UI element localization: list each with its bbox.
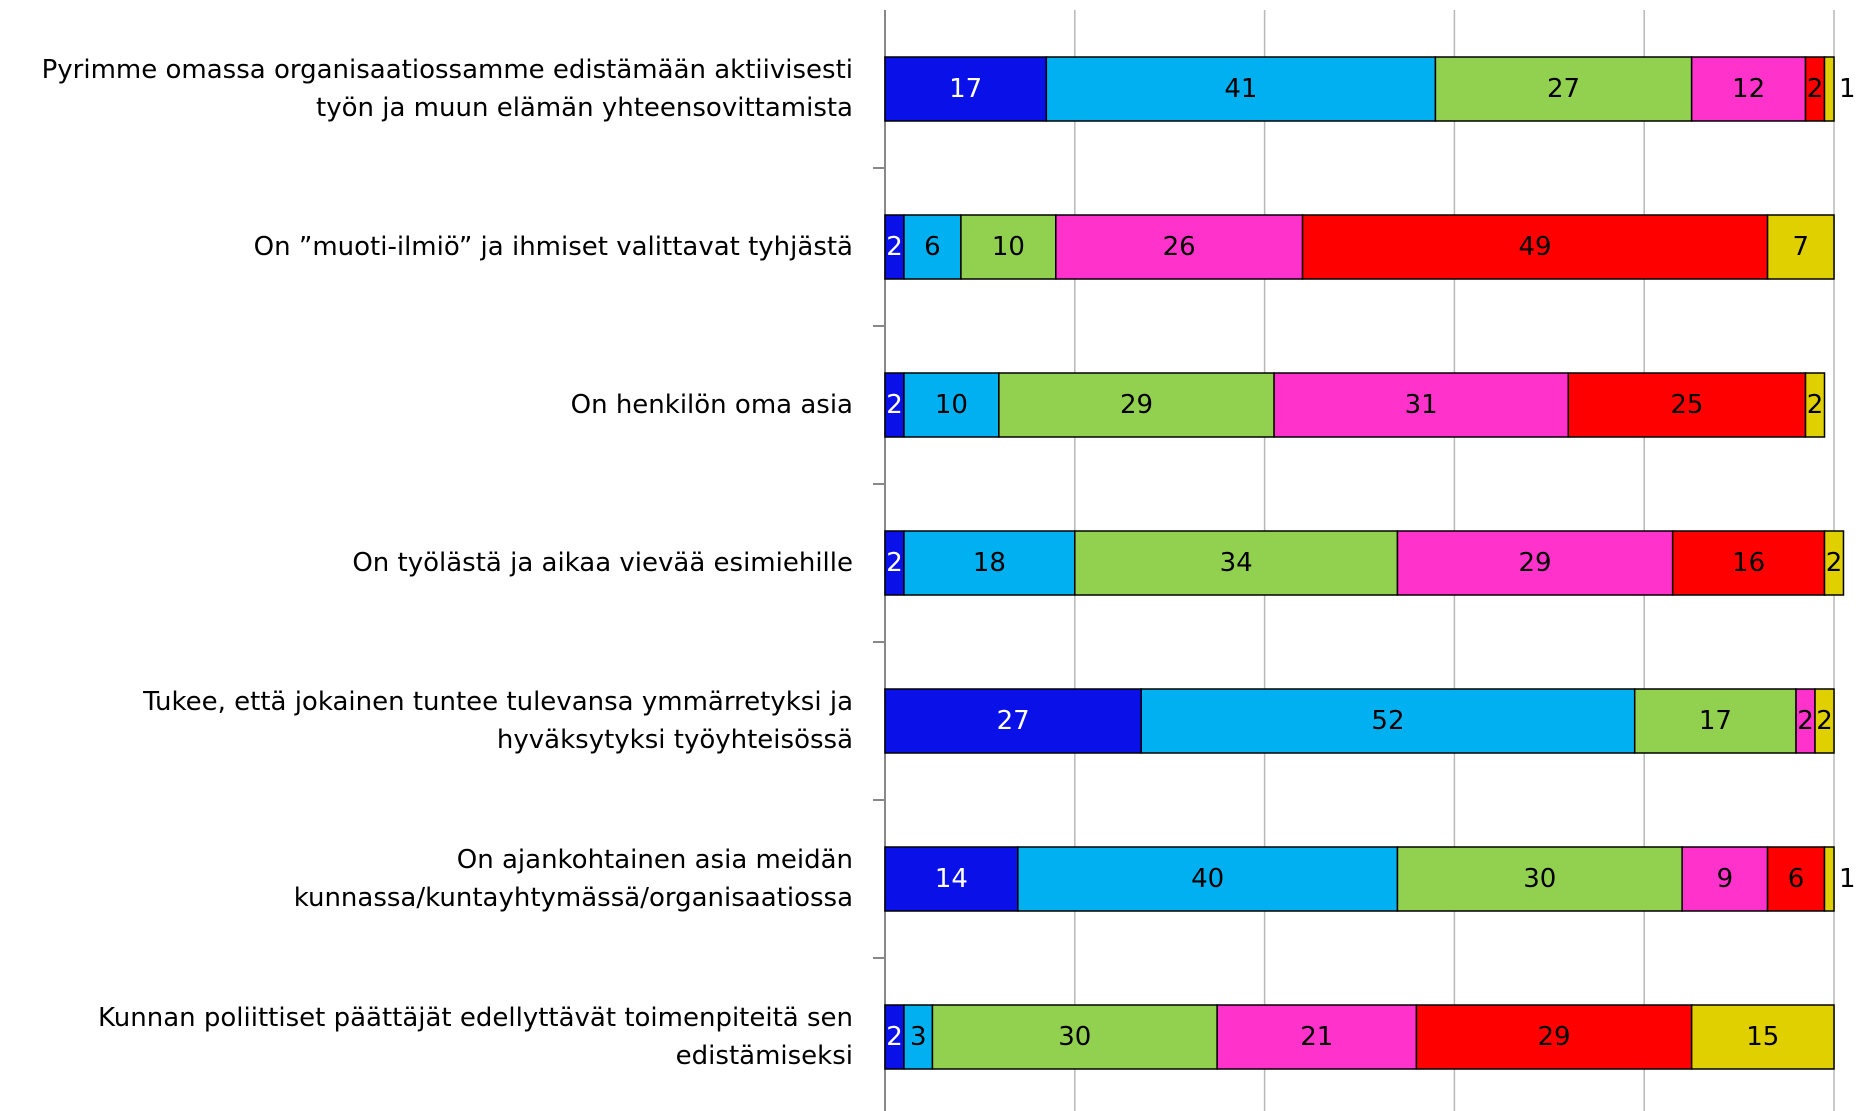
data-label: 2 — [1807, 390, 1824, 420]
data-label: 2 — [1797, 706, 1814, 736]
bar-segment — [1766, 846, 1826, 912]
bar-segment — [1681, 846, 1769, 912]
category-label: Pyrimme omassa organisaatiossamme edistä… — [41, 55, 853, 123]
data-label: 40 — [1191, 864, 1224, 894]
data-label: 27 — [997, 706, 1030, 736]
category-label: Tukee, että jokainen tuntee tulevansa ym… — [143, 687, 853, 755]
data-label: 27 — [1547, 74, 1580, 104]
data-label: 16 — [1732, 548, 1765, 578]
category-label: On työlästä ja aikaa vievää esimiehille — [352, 548, 853, 578]
data-label: 1 — [1839, 864, 1856, 894]
category-label: On ajankohtainen asia meidän kunnassa/ku… — [293, 845, 853, 913]
data-label: 49 — [1519, 232, 1552, 262]
data-label: 12 — [1732, 74, 1765, 104]
bar-segment — [1671, 530, 1826, 596]
bar-segment — [1415, 1004, 1693, 1070]
bar-segment — [884, 56, 1048, 122]
data-label: 2 — [886, 232, 903, 262]
data-label: 21 — [1300, 1022, 1333, 1052]
data-label: 41 — [1224, 74, 1257, 104]
data-label: 2 — [1826, 548, 1843, 578]
bar-segment — [931, 1004, 1218, 1070]
bar-segment — [1690, 1004, 1835, 1070]
bar-segment — [1823, 56, 1835, 122]
data-label: 52 — [1371, 706, 1404, 736]
data-label: 29 — [1519, 548, 1552, 578]
data-label: 2 — [886, 390, 903, 420]
data-label: 10 — [935, 390, 968, 420]
data-label: 30 — [1058, 1022, 1091, 1052]
category-label: Kunnan poliittiset päättäjät edellyttävä… — [98, 1003, 853, 1071]
category-label: On ”muoti-ilmiö” ja ihmiset valittavat t… — [253, 232, 853, 262]
data-label: 26 — [1163, 232, 1196, 262]
data-label: 25 — [1670, 390, 1703, 420]
data-label: 9 — [1717, 864, 1734, 894]
bar-segment — [1017, 846, 1399, 912]
bar-segment — [903, 530, 1076, 596]
bar-segment — [1690, 56, 1807, 122]
data-label: 2 — [1807, 74, 1824, 104]
bar-segment — [903, 372, 1000, 438]
bar-segment — [1055, 214, 1304, 280]
bar-segment — [884, 846, 1019, 912]
data-label: 6 — [1788, 864, 1805, 894]
data-label: 17 — [1699, 706, 1732, 736]
bar-segment — [1434, 56, 1693, 122]
bar-segment — [1823, 846, 1835, 912]
data-label: 34 — [1220, 548, 1253, 578]
data-label: 3 — [910, 1022, 927, 1052]
data-label: 15 — [1746, 1022, 1779, 1052]
bar-segment — [884, 688, 1142, 754]
data-label: 1 — [1839, 74, 1856, 104]
data-label: 6 — [924, 232, 941, 262]
bar-segment — [1766, 214, 1835, 280]
data-label: 17 — [949, 74, 982, 104]
bar-segment — [998, 372, 1275, 438]
bar-segment — [1823, 530, 1845, 596]
data-label: 30 — [1523, 864, 1556, 894]
bar-segment — [960, 214, 1057, 280]
data-label: 7 — [1793, 232, 1810, 262]
bar-segment — [1804, 372, 1826, 438]
data-label: 10 — [992, 232, 1025, 262]
bar-segment — [1814, 688, 1835, 754]
category-label: On henkilön oma asia — [570, 390, 853, 420]
data-label: 31 — [1405, 390, 1438, 420]
data-label: 2 — [1816, 706, 1833, 736]
bar-segment — [1301, 214, 1769, 280]
data-label: 29 — [1120, 390, 1153, 420]
bar-segment — [1567, 372, 1807, 438]
bar-segment — [1140, 688, 1636, 754]
data-label: 2 — [886, 1022, 903, 1052]
data-label: 29 — [1537, 1022, 1570, 1052]
data-label: 2 — [886, 548, 903, 578]
bar-segment — [1216, 1004, 1418, 1070]
data-label: 18 — [973, 548, 1006, 578]
bar-segment — [1633, 688, 1797, 754]
data-label: 14 — [935, 864, 968, 894]
